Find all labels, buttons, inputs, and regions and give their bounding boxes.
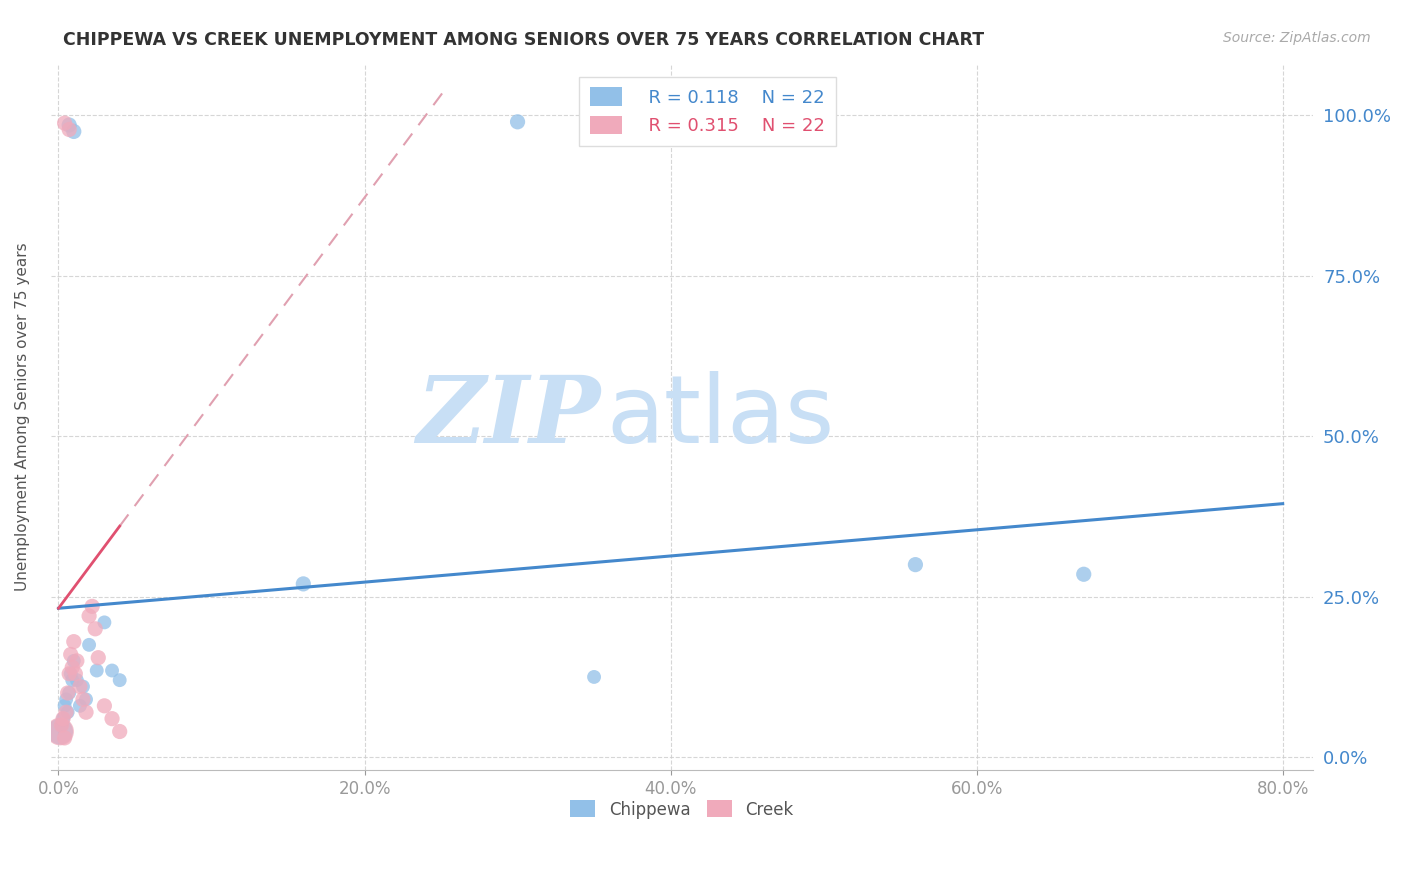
Point (53, 116, 76, 130)
Point (52, 712, 75, 726)
Point (51, 718, 73, 732)
Point (506, 115, 529, 129)
Point (55, 692, 77, 706)
Point (66, 654, 89, 668)
Point (52, 712, 75, 726)
Point (56, 705, 79, 719)
Point (292, 577, 315, 591)
Point (49, 724, 72, 739)
Point (55, 705, 77, 719)
Point (69, 698, 91, 713)
Point (58, 122, 80, 136)
Text: ZIP: ZIP (416, 372, 600, 462)
Point (60, 673, 83, 688)
Point (87, 650, 110, 665)
Point (82, 599, 104, 614)
Point (62, 654, 84, 668)
Point (72, 680, 94, 694)
Legend: Chippewa, Creek: Chippewa, Creek (564, 794, 800, 825)
Point (101, 712, 124, 726)
Point (72, 692, 94, 706)
Point (49, 724, 72, 739)
Point (77, 638, 100, 652)
Text: Source: ZipAtlas.com: Source: ZipAtlas.com (1223, 31, 1371, 45)
Point (75, 705, 97, 719)
Point (108, 724, 131, 739)
Point (583, 670, 606, 684)
Point (53, 698, 76, 713)
Point (75, 692, 97, 706)
Text: CHIPPEWA VS CREEK UNEMPLOYMENT AMONG SENIORS OVER 75 YEARS CORRELATION CHART: CHIPPEWA VS CREEK UNEMPLOYMENT AMONG SEN… (63, 31, 984, 49)
Point (77, 609, 100, 624)
Point (86, 664, 108, 678)
Point (93, 698, 115, 713)
Point (53, 731, 76, 745)
Point (65, 666, 87, 681)
Point (58, 686, 80, 700)
Point (101, 664, 124, 678)
Point (62, 634, 84, 648)
Point (58, 666, 80, 681)
Point (66, 673, 89, 688)
Point (58, 118, 80, 132)
Point (59, 666, 82, 681)
Point (69, 680, 91, 694)
Y-axis label: Unemployment Among Seniors over 75 years: Unemployment Among Seniors over 75 years (15, 243, 30, 591)
Point (904, 558, 927, 572)
Text: atlas: atlas (606, 371, 835, 463)
Point (60, 660, 83, 674)
Point (51, 718, 73, 732)
Point (59, 648, 82, 662)
Point (84, 622, 107, 636)
Point (62, 124, 84, 138)
Point (1073, 567, 1095, 582)
Point (108, 673, 131, 688)
Point (56, 686, 79, 700)
Point (93, 615, 115, 630)
